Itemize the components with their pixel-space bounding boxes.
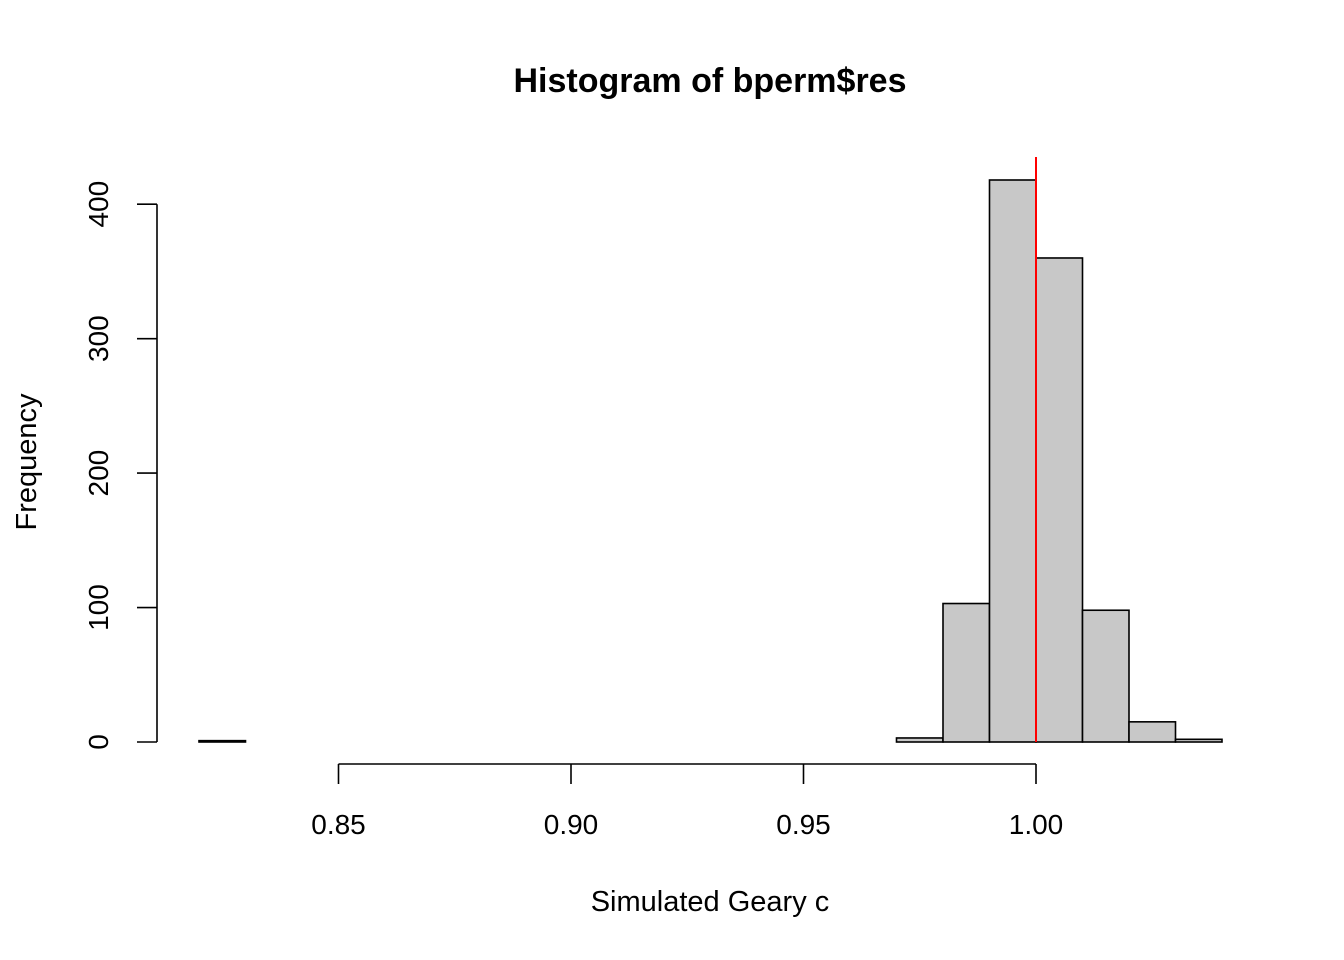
y-tick-label: 300 xyxy=(83,315,114,362)
histogram-bar xyxy=(1128,721,1177,743)
histogram-bar xyxy=(942,602,991,743)
x-axis: 0.85 0.90 0.95 1.00 xyxy=(311,763,1064,840)
histogram-bar xyxy=(198,739,247,743)
x-tick-label: 0.85 xyxy=(311,809,366,840)
y-axis: 0 100 200 300 400 xyxy=(83,181,158,750)
histogram-bar xyxy=(988,179,1037,743)
y-tick-label: 100 xyxy=(83,584,114,631)
y-tick-label: 200 xyxy=(83,450,114,497)
y-tick-label: 0 xyxy=(83,734,114,750)
histogram-bars xyxy=(198,179,1223,743)
chart-title: Histogram of bperm$res xyxy=(514,62,907,100)
x-axis-label: Simulated Geary c xyxy=(591,886,830,918)
histogram-bar xyxy=(1081,609,1130,743)
histogram-bar xyxy=(1174,738,1223,743)
x-tick-label: 1.00 xyxy=(1009,809,1064,840)
y-tick-label: 400 xyxy=(83,181,114,228)
x-tick-label: 0.95 xyxy=(776,809,831,840)
y-axis-label: Frequency xyxy=(11,393,43,531)
histogram-bar xyxy=(1035,257,1084,743)
histogram-bar xyxy=(895,737,944,743)
x-tick-label: 0.90 xyxy=(544,809,599,840)
